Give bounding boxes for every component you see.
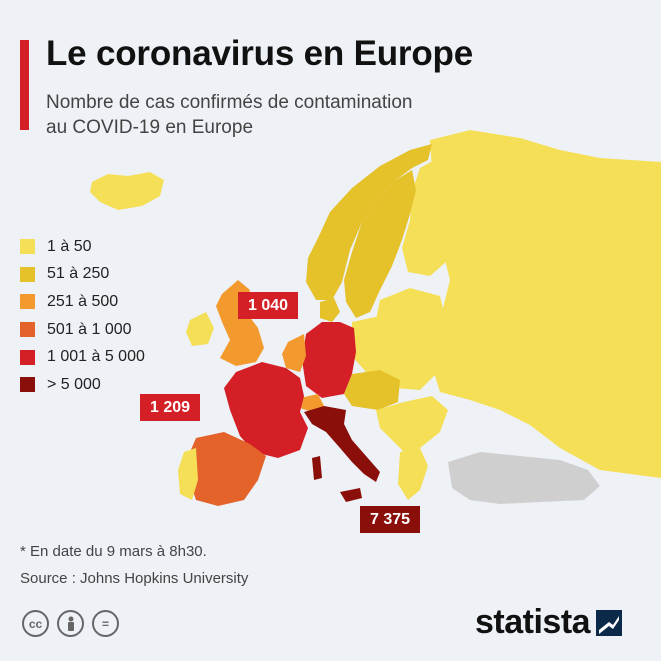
legend-swatch xyxy=(20,377,35,393)
country-central xyxy=(344,370,400,410)
legend-label: 51 à 250 xyxy=(47,265,110,283)
legend-swatch xyxy=(20,322,35,338)
country-russia xyxy=(430,130,661,478)
legend-swatch xyxy=(20,239,35,255)
callout-germany: 1 040 xyxy=(238,292,299,319)
brand-name: statista xyxy=(475,603,591,641)
country-benelux xyxy=(282,334,306,372)
country-sicily xyxy=(340,488,362,502)
source-note: Source : Johns Hopkins University xyxy=(20,570,249,587)
country-poland xyxy=(352,316,404,372)
cc-icon[interactable]: cc xyxy=(22,610,49,637)
legend-item: > 5 000 xyxy=(20,371,145,399)
country-italy xyxy=(304,406,380,482)
callout-italy: 7 375 xyxy=(360,506,421,533)
legend-swatch xyxy=(20,266,35,282)
subtitle-line-2: au COVID-19 en Europe xyxy=(46,117,254,138)
statista-logo-icon xyxy=(596,609,623,636)
legend-swatch xyxy=(20,349,35,365)
country-greece xyxy=(398,448,428,500)
title-accent-bar xyxy=(20,40,29,130)
legend-label: 1 001 à 5 000 xyxy=(47,348,145,366)
country-turkey xyxy=(448,452,600,504)
country-france xyxy=(224,362,308,458)
country-germany xyxy=(302,322,356,398)
legend-item: 1 001 à 5 000 xyxy=(20,343,145,371)
legend-label: 251 à 500 xyxy=(47,292,119,310)
legend-item: 51 à 250 xyxy=(20,261,145,289)
page-title: Le coronavirus en Europe xyxy=(46,34,473,73)
legend-label: 501 à 1 000 xyxy=(47,320,132,338)
subtitle-line-1: Nombre de cas confirmés de contamination xyxy=(46,92,413,113)
country-portugal xyxy=(178,448,198,500)
country-great-britain xyxy=(216,280,264,366)
legend-item: 501 à 1 000 xyxy=(20,316,145,344)
legend-label: 1 à 50 xyxy=(47,237,92,255)
country-ireland xyxy=(186,312,214,346)
brand-logo[interactable]: statista xyxy=(475,603,623,642)
country-sardinia xyxy=(312,456,322,480)
country-denmark xyxy=(320,298,340,322)
person-icon xyxy=(67,616,74,631)
country-switzerland xyxy=(300,394,324,412)
callout-france: 1 209 xyxy=(140,394,201,421)
country-finland xyxy=(402,158,458,276)
country-iceland xyxy=(90,172,164,210)
by-icon[interactable] xyxy=(57,610,84,637)
country-spain xyxy=(188,432,266,506)
legend-item: 251 à 500 xyxy=(20,288,145,316)
country-sweden xyxy=(344,170,416,318)
nd-icon[interactable]: = xyxy=(92,610,119,637)
country-balkans xyxy=(376,396,448,452)
legend-swatch xyxy=(20,294,35,310)
page-subtitle: Nombre de cas confirmés de contamination… xyxy=(46,90,526,140)
footnote: * En date du 9 mars à 8h30. xyxy=(20,543,207,560)
legend-label: > 5 000 xyxy=(47,375,101,393)
legend: 1 à 50 51 à 250 251 à 500 501 à 1 000 1 … xyxy=(20,233,145,399)
country-norway xyxy=(306,144,432,300)
legend-item: 1 à 50 xyxy=(20,233,145,261)
license-icons: cc = xyxy=(22,610,119,637)
